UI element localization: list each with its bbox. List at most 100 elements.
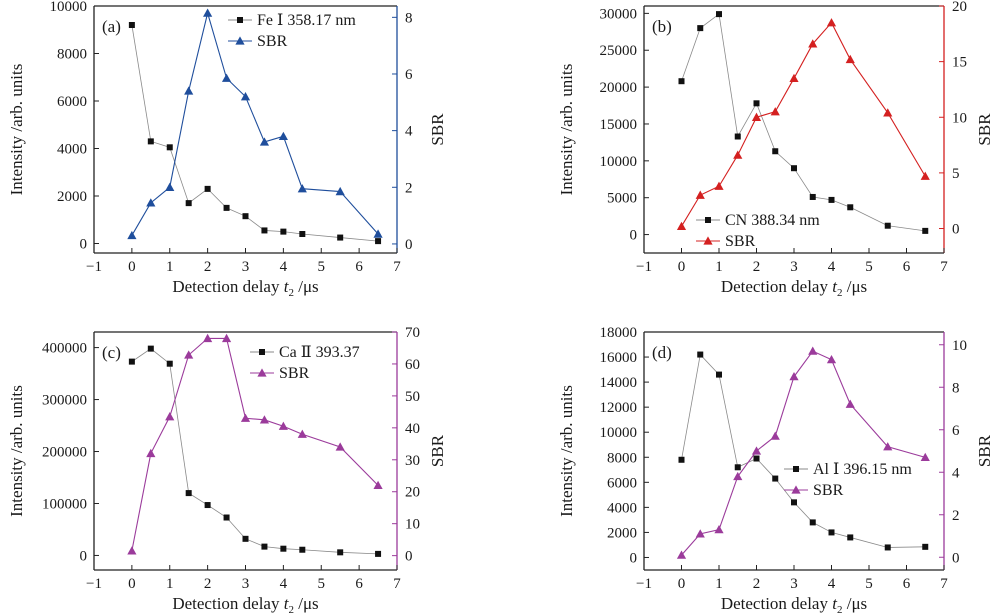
- intensity-point: [847, 534, 854, 541]
- intensity-point: [791, 165, 797, 172]
- y-left-tick-label: 2000: [57, 189, 87, 205]
- sbr-point: [733, 471, 743, 481]
- intensity-point: [884, 544, 891, 551]
- intensity-point: [753, 100, 760, 107]
- sbr-point: [165, 182, 175, 191]
- x-tick-label: 4: [280, 259, 288, 275]
- sbr-point: [240, 92, 251, 101]
- panel-label: (d): [652, 343, 672, 362]
- y-left-tick-label: 16000: [600, 350, 638, 366]
- x-tick-label: 4: [280, 576, 288, 592]
- x-tick-label: 0: [128, 259, 136, 275]
- sbr-point: [751, 112, 762, 121]
- x-tick-label: 7: [393, 576, 401, 592]
- x-axis-title: Detection delay t2 /μs: [172, 594, 318, 616]
- sbr-point: [127, 546, 137, 555]
- x-tick-label: 3: [242, 576, 250, 592]
- y-left-tick-label: 0: [630, 550, 638, 566]
- y-right-tick-label: 2: [952, 508, 960, 524]
- x-tick-label: −1: [86, 259, 102, 275]
- x-tick-label: −1: [636, 259, 652, 275]
- series-line-intensity: [131, 348, 379, 555]
- sbr-point: [883, 108, 893, 117]
- x-tick-label: 7: [940, 576, 948, 592]
- intensity-point: [166, 360, 173, 367]
- y-right-tick-label: 0: [405, 549, 413, 565]
- intensity-point: [223, 204, 230, 211]
- y-left-axis-title: Intensity /arb. units: [7, 385, 26, 517]
- intensity-point: [242, 535, 249, 542]
- sbr-point: [297, 184, 307, 193]
- intensity-point: [828, 196, 835, 203]
- sbr-point: [278, 131, 288, 140]
- y-left-tick-label: 0: [80, 548, 88, 564]
- series-line-intensity: [681, 353, 926, 548]
- chart-panel-d: −1 0 1 2 3 4 5 6 7020004000600080001000012000140…: [557, 325, 994, 616]
- x-tick-label: 5: [318, 576, 326, 592]
- intensity-point: [261, 543, 268, 550]
- sbr-point: [184, 86, 194, 95]
- y-right-tick-label: 8: [405, 10, 413, 26]
- intensity-point: [922, 227, 929, 234]
- y-right-tick-label: 8: [952, 380, 960, 396]
- sbr-point: [751, 446, 762, 455]
- y-left-tick-label: 10000: [600, 154, 638, 170]
- x-tick-label: 1: [715, 259, 723, 275]
- y-left-tick-label: 2000: [607, 525, 637, 541]
- y-left-tick-label: 4000: [57, 142, 87, 158]
- sbr-point: [203, 333, 213, 343]
- panel-label: (c): [102, 343, 121, 362]
- y-right-tick-label: 4: [952, 465, 960, 481]
- y-right-axis-title: SBR: [428, 113, 447, 146]
- y-right-tick-label: 10: [952, 110, 967, 126]
- y-left-tick-label: 18000: [600, 325, 638, 341]
- x-tick-label: −1: [86, 576, 102, 592]
- sbr-point: [184, 350, 194, 359]
- legend-label: Fe Ⅰ 358.17 nm: [257, 12, 356, 29]
- y-right-axis-title: SBR: [975, 434, 994, 467]
- intensity-point: [242, 213, 249, 220]
- intensity-point: [828, 529, 835, 536]
- intensity-point: [678, 78, 685, 85]
- sbr-point: [221, 73, 232, 82]
- intensity-point: [772, 148, 779, 155]
- sbr-point: [789, 372, 799, 381]
- sbr-point: [845, 399, 855, 408]
- sbr-point: [733, 150, 743, 159]
- x-tick-label: 0: [678, 259, 686, 275]
- x-tick-label: 7: [393, 259, 401, 275]
- y-left-tick-label: 0: [630, 228, 638, 244]
- sbr-point: [695, 190, 705, 199]
- intensity-point: [716, 11, 722, 18]
- y-right-tick-label: 10: [952, 338, 967, 354]
- legend-marker: [705, 217, 711, 223]
- intensity-point: [375, 550, 382, 557]
- x-tick-label: 3: [242, 259, 250, 275]
- x-tick-label: 2: [753, 576, 761, 592]
- sbr-point: [770, 431, 780, 440]
- intensity-point: [147, 345, 154, 352]
- x-tick-label: 4: [828, 576, 836, 592]
- x-axis-title: Detection delay t2 /μs: [721, 594, 867, 616]
- x-tick-label: 1: [166, 259, 174, 275]
- series-line-sbr: [681, 21, 926, 227]
- x-tick-label: 2: [204, 259, 212, 275]
- intensity-point: [261, 227, 268, 234]
- chart-panel-b: −1 0 1 2 3 4 5 6 7 0 5000 10000 15000 20000 25000 30000…: [557, 0, 994, 299]
- intensity-point: [299, 546, 306, 553]
- series-line-intensity: [681, 13, 926, 232]
- x-tick-label: 6: [903, 259, 911, 275]
- intensity-point: [922, 543, 929, 550]
- sbr-point: [808, 39, 818, 48]
- sbr-point: [240, 413, 251, 422]
- legend-marker: [257, 368, 267, 377]
- y-left-tick-label: 15000: [600, 117, 638, 133]
- y-left-tick-label: 25000: [600, 43, 638, 59]
- sbr-point: [920, 452, 930, 462]
- intensity-point: [280, 228, 287, 235]
- x-tick-label: 4: [828, 259, 836, 275]
- legend-label: SBR: [813, 482, 844, 499]
- y-left-tick-label: 4000: [607, 500, 637, 516]
- sbr-point: [373, 480, 383, 490]
- sbr-point: [845, 54, 855, 64]
